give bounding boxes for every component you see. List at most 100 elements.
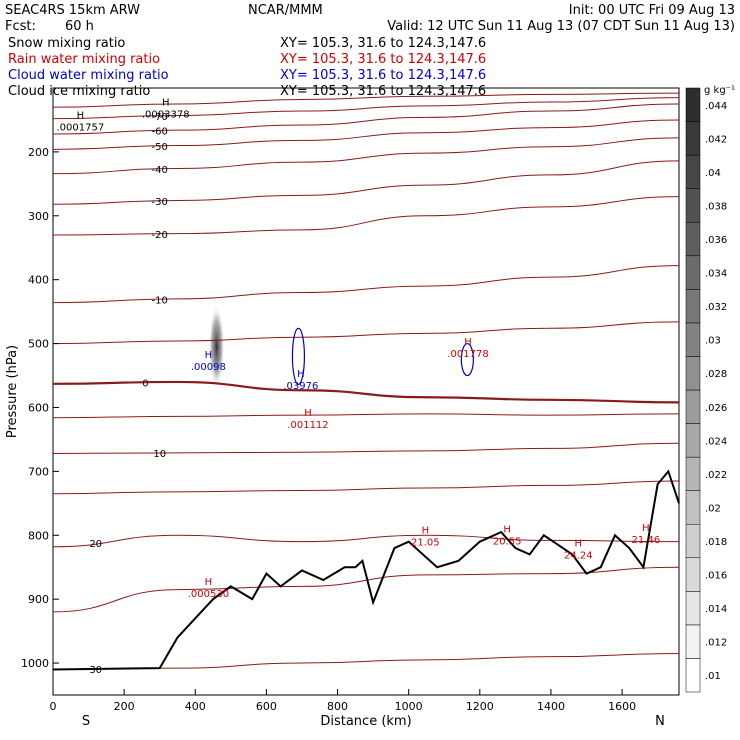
contour-label-11: 10	[153, 449, 166, 460]
temperature-contour-5	[52, 160, 680, 205]
temperature-contour-12	[52, 480, 680, 495]
contour-label-15: 30	[89, 665, 102, 676]
x-tick-label-2: 400	[185, 700, 206, 713]
y-tick-label-1: 300	[28, 210, 49, 223]
cloud-water-contour-1	[460, 342, 474, 377]
contour-label-4: -40	[152, 165, 168, 176]
colorbar-segment-2	[685, 591, 701, 626]
colorbar-tick-11: .032	[705, 302, 727, 313]
max-value-7: 20.55	[493, 536, 522, 547]
contour-label-1: -70	[152, 112, 168, 123]
temperature-contour-0	[52, 92, 680, 108]
field-name-1: Rain water mixing ratio	[8, 52, 160, 67]
temperature-contour-3	[52, 119, 680, 150]
contour-label-9: 0	[142, 378, 148, 389]
field-xy-0: XY= 105.3, 31.6 to 124.3,147.6	[280, 36, 486, 51]
max-marker-9: H	[642, 523, 650, 534]
colorbar-tick-14: .038	[705, 201, 727, 212]
temperature-contour-2	[52, 103, 680, 135]
y-tick-label-7: 900	[28, 593, 49, 606]
colorbar-segment-3	[685, 557, 701, 592]
max-value-2: .00098	[191, 362, 226, 373]
colorbar-tick-3: .016	[705, 571, 727, 582]
contour-label-13: 20	[89, 539, 102, 550]
colorbar-segment-16	[685, 121, 701, 156]
y-axis-label: Pressure (hPa)	[5, 345, 20, 438]
y-tick-label-8: 1000	[21, 657, 49, 670]
colorbar-segment-0	[685, 658, 701, 693]
max-value-4: .001112	[287, 420, 328, 431]
colorbar-tick-13: .036	[705, 235, 727, 246]
temperature-contour-1	[52, 97, 680, 120]
contour-label-5: -30	[152, 197, 168, 208]
max-value-3: .03976	[283, 381, 318, 392]
colorbar-tick-12: .034	[705, 269, 727, 280]
colorbar-tick-15: .04	[705, 168, 721, 179]
colorbar-segment-13	[685, 221, 701, 257]
temperature-contour-15	[52, 652, 680, 670]
contour-label-7: -10	[152, 295, 168, 306]
y-tick-label-2: 400	[28, 274, 49, 287]
temperature-contour-14	[52, 566, 680, 613]
max-value-10: .000530	[188, 589, 229, 600]
colorbar-segment-17	[685, 87, 701, 122]
contour-label-2: -60	[152, 127, 168, 138]
endpoint-right: N	[655, 714, 665, 729]
temperature-contour-8	[52, 321, 680, 345]
max-marker-7: H	[503, 524, 511, 535]
x-tick-label-1: 200	[114, 700, 135, 713]
x-tick-label-8: 1600	[608, 700, 636, 713]
colorbar-tick-8: .026	[705, 403, 727, 414]
colorbar-tick-6: .022	[705, 470, 727, 481]
colorbar-segment-5	[685, 490, 701, 525]
colorbar-tick-17: .044	[705, 101, 727, 112]
max-value-6: 21.05	[411, 538, 440, 549]
field-name-3: Cloud ice mixing ratio	[8, 84, 150, 99]
field-xy-1: XY= 105.3, 31.6 to 124.3,147.6	[280, 52, 486, 67]
colorbar-segment-10	[685, 322, 701, 357]
colorbar-tick-5: .02	[705, 503, 721, 514]
colorbar-segment-9	[685, 356, 701, 391]
temperature-contour-10	[52, 413, 680, 419]
snow-mixing-ratio-area	[208, 304, 225, 389]
colorbar-tick-1: .012	[705, 638, 727, 649]
x-tick-label-4: 800	[327, 700, 348, 713]
terrain-line	[52, 469, 680, 671]
forecast-hour: 60 h	[65, 19, 94, 34]
max-value-5: .001778	[447, 349, 488, 360]
temperature-contour-6	[52, 196, 680, 236]
temperature-contour-4	[52, 137, 680, 175]
center-name: NCAR/MMM	[248, 3, 323, 18]
max-marker-3: H	[297, 369, 305, 380]
max-marker-1: H	[77, 110, 85, 121]
colorbar-segment-6	[685, 456, 701, 491]
max-value-8: 24.24	[564, 550, 593, 561]
y-tick-label-0: 200	[28, 146, 49, 159]
max-value-9: 21.46	[632, 535, 661, 546]
max-marker-2: H	[205, 350, 213, 361]
temperature-contour-7	[52, 265, 680, 304]
x-tick-label-5: 1000	[395, 700, 423, 713]
plot-frame	[52, 87, 680, 696]
colorbar-tick-9: .028	[705, 369, 727, 380]
field-xy-2: XY= 105.3, 31.6 to 124.3,147.6	[280, 68, 486, 83]
colorbar-segment-14	[685, 188, 701, 223]
temperature-contour-13	[52, 534, 680, 548]
colorbar-segment-15	[685, 154, 701, 189]
colorbar-tick-16: .042	[705, 134, 727, 145]
cloud-water-contour-0	[291, 327, 306, 385]
y-tick-label-3: 500	[28, 338, 49, 351]
colorbar-segment-7	[685, 423, 701, 458]
colorbar-tick-2: .014	[705, 604, 727, 615]
colorbar-segment-4	[685, 523, 701, 559]
colorbar-segment-1	[685, 624, 701, 659]
field-name-0: Snow mixing ratio	[8, 36, 125, 51]
y-tick-label-5: 700	[28, 465, 49, 478]
colorbar-segment-12	[685, 255, 701, 290]
temperature-contour-9	[52, 380, 680, 404]
x-tick-label-6: 1200	[466, 700, 494, 713]
x-tick-label-0: 0	[50, 700, 57, 713]
temperature-contour-11	[52, 442, 680, 454]
max-value-0: .0003378	[142, 110, 190, 121]
